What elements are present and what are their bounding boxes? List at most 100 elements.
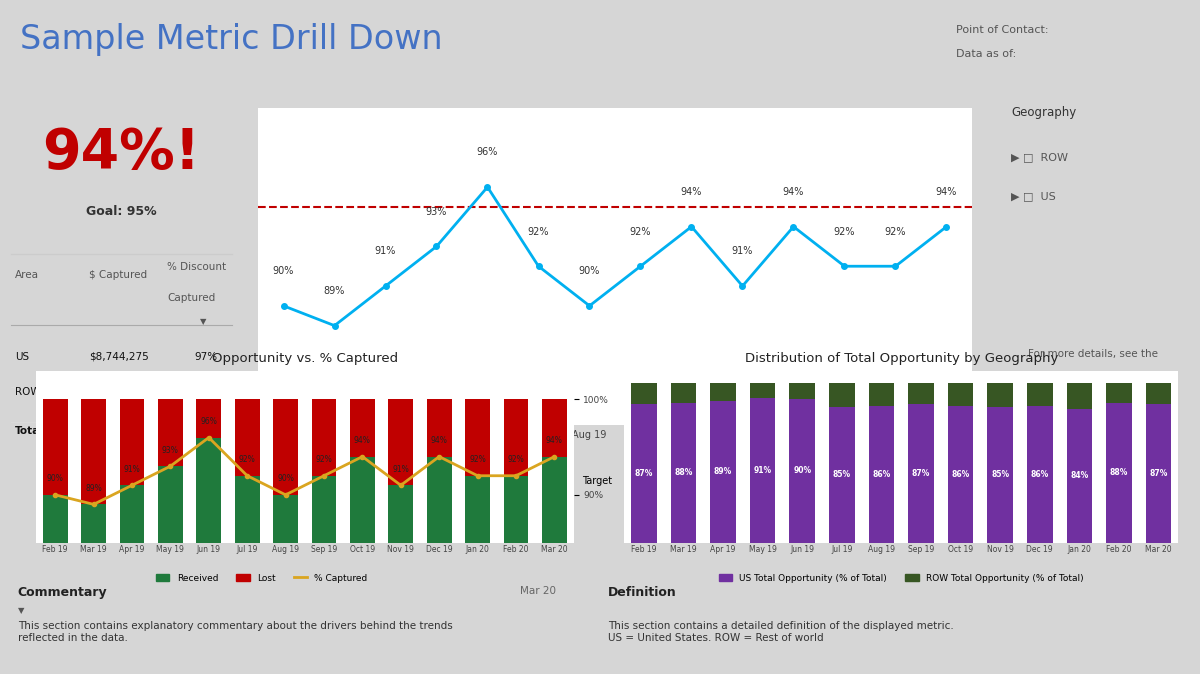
Text: 92%: 92% (884, 226, 906, 237)
Text: Commentary: Commentary (18, 586, 107, 599)
Text: 94%!: 94%! (42, 125, 200, 179)
Bar (869, 406, 894, 543)
Bar (1146, 384, 1171, 404)
Bar (235, 399, 259, 674)
Text: ▶ □  ROW: ▶ □ ROW (1012, 152, 1068, 162)
Text: 96%: 96% (476, 148, 498, 157)
Bar (948, 384, 973, 406)
Text: 90%: 90% (272, 266, 294, 276)
Text: 94%: 94% (546, 436, 563, 445)
Bar (671, 402, 696, 543)
Text: This section contains a detailed definition of the displayed metric.
US = United: This section contains a detailed definit… (608, 621, 954, 643)
Bar (350, 399, 374, 674)
Text: 94%: 94% (193, 426, 218, 436)
Text: Mar 20: Mar 20 (521, 586, 557, 596)
Text: 86%: 86% (952, 470, 970, 479)
Text: 90%: 90% (578, 266, 600, 276)
Bar (43, 399, 67, 674)
Text: 94%: 94% (431, 436, 448, 445)
Bar (829, 407, 854, 543)
Text: 91%: 91% (754, 466, 772, 474)
Bar (197, 399, 221, 437)
Text: 89%: 89% (85, 484, 102, 493)
Text: ▼: ▼ (199, 317, 206, 326)
Text: Geography: Geography (1012, 106, 1076, 119)
Bar (948, 406, 973, 543)
Bar (1146, 404, 1171, 543)
Text: 87%: 87% (635, 469, 653, 478)
Text: This section contains explanatory commentary about the drivers behind the trends: This section contains explanatory commen… (18, 621, 452, 643)
Text: 87%: 87% (1150, 469, 1168, 478)
Bar (671, 384, 696, 402)
Text: 87%: 87% (912, 469, 930, 478)
Legend: % Discount Captured, Target: % Discount Captured, Target (401, 472, 616, 489)
Text: 92%: 92% (508, 455, 524, 464)
Text: 94%: 94% (354, 436, 371, 445)
Legend: Received, Lost, % Captured: Received, Lost, % Captured (152, 570, 371, 586)
Text: % Discount: % Discount (167, 262, 227, 272)
Text: 90%: 90% (47, 474, 64, 483)
Bar (235, 399, 259, 476)
Text: 91%: 91% (374, 246, 396, 256)
Bar (158, 399, 182, 674)
Bar (790, 384, 815, 399)
Bar (197, 399, 221, 674)
Text: Payment Dashboard: Payment Dashboard (1033, 390, 1152, 403)
Bar (631, 404, 656, 543)
Bar (908, 404, 934, 543)
Text: 97%: 97% (194, 352, 218, 362)
Text: US: US (16, 352, 29, 362)
Text: 92%: 92% (239, 455, 256, 464)
Text: 84%: 84% (1070, 471, 1088, 481)
Text: 93%: 93% (426, 207, 448, 217)
Text: Sample Metric Drill Down: Sample Metric Drill Down (20, 23, 443, 56)
Bar (274, 399, 298, 495)
Bar (750, 398, 775, 543)
Bar (790, 399, 815, 543)
Bar (427, 399, 451, 674)
Bar (312, 399, 336, 476)
Bar (542, 399, 566, 456)
Text: 90%: 90% (793, 466, 811, 475)
Bar (750, 384, 775, 398)
Text: ▶ □  US: ▶ □ US (1012, 191, 1056, 201)
Bar (82, 399, 106, 674)
Text: Data as of:: Data as of: (956, 49, 1016, 59)
Bar (120, 399, 144, 485)
Text: 91%: 91% (732, 246, 754, 256)
Text: Area: Area (16, 270, 40, 280)
Text: 88%: 88% (1110, 468, 1128, 477)
Text: 96%: 96% (200, 417, 217, 426)
Text: 86%: 86% (1031, 470, 1049, 479)
Text: Captured: Captured (167, 293, 216, 303)
Text: 92%: 92% (469, 455, 486, 464)
Bar (389, 399, 413, 485)
Title: Distribution of Total Opportunity by Geography: Distribution of Total Opportunity by Geo… (744, 353, 1058, 365)
Text: 91%: 91% (124, 465, 140, 474)
Bar (1067, 409, 1092, 543)
Bar (829, 384, 854, 407)
Bar (504, 399, 528, 476)
Bar (710, 384, 736, 401)
Text: 93%: 93% (162, 446, 179, 455)
Text: 89%: 89% (714, 467, 732, 477)
Text: For more details, see the: For more details, see the (1027, 349, 1158, 359)
Bar (82, 399, 106, 504)
Text: 90%: 90% (277, 474, 294, 483)
Bar (120, 399, 144, 674)
Text: $9,828,015: $9,828,015 (89, 426, 155, 436)
Text: Point of Contact:: Point of Contact: (956, 25, 1049, 35)
Text: 88%: 88% (674, 468, 692, 477)
Bar (710, 401, 736, 543)
Bar (427, 399, 451, 456)
Text: $ Captured: $ Captured (89, 270, 148, 280)
Bar (350, 399, 374, 456)
Text: 89%: 89% (324, 286, 346, 296)
Text: Definition: Definition (608, 586, 677, 599)
Bar (988, 407, 1013, 543)
Title: Opportunity vs. % Captured: Opportunity vs. % Captured (211, 353, 398, 365)
Text: 94%: 94% (680, 187, 702, 197)
Text: 85%: 85% (833, 470, 851, 479)
Bar (274, 399, 298, 674)
Text: Goal: 95%: Goal: 95% (86, 205, 156, 218)
